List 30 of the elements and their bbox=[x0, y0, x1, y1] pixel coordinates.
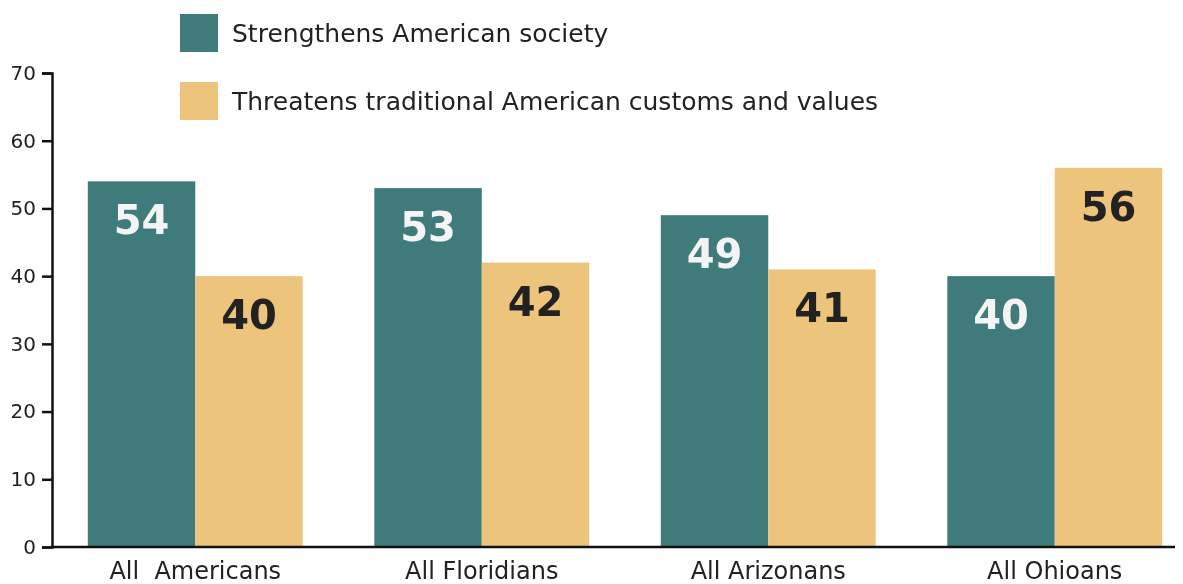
data-label: 53 bbox=[400, 204, 456, 251]
data-label: 41 bbox=[794, 285, 850, 332]
x-tick-label: All Americans bbox=[109, 557, 282, 584]
y-tick-label: 0 bbox=[23, 534, 36, 559]
legend-label: Strengthens American society bbox=[232, 19, 609, 48]
x-tick-label: All Arizonans bbox=[690, 557, 846, 584]
data-label: 40 bbox=[973, 292, 1029, 339]
bar bbox=[374, 188, 482, 547]
data-label: 49 bbox=[686, 231, 743, 278]
bar bbox=[195, 276, 303, 547]
legend-label: Threatens traditional American customs and values bbox=[231, 87, 879, 116]
bar bbox=[1054, 167, 1163, 547]
data-label: 54 bbox=[113, 197, 170, 244]
x-tick-label: All Floridians bbox=[405, 557, 559, 584]
y-tick-label: 30 bbox=[10, 331, 36, 356]
bar bbox=[660, 215, 769, 547]
bar bbox=[481, 262, 590, 547]
y-tick-label: 40 bbox=[10, 264, 36, 289]
bar bbox=[87, 181, 196, 547]
bar bbox=[947, 276, 1055, 547]
bar bbox=[768, 269, 876, 547]
y-tick-label: 50 bbox=[10, 196, 36, 221]
y-tick-label: 10 bbox=[10, 467, 36, 492]
data-label: 56 bbox=[1080, 183, 1137, 230]
data-label: 40 bbox=[221, 292, 277, 339]
y-tick-label: 60 bbox=[10, 128, 36, 153]
y-tick-label: 70 bbox=[10, 60, 36, 85]
data-label: 42 bbox=[507, 278, 564, 325]
y-tick-label: 20 bbox=[10, 399, 36, 424]
x-tick-label: All Ohioans bbox=[987, 557, 1123, 584]
